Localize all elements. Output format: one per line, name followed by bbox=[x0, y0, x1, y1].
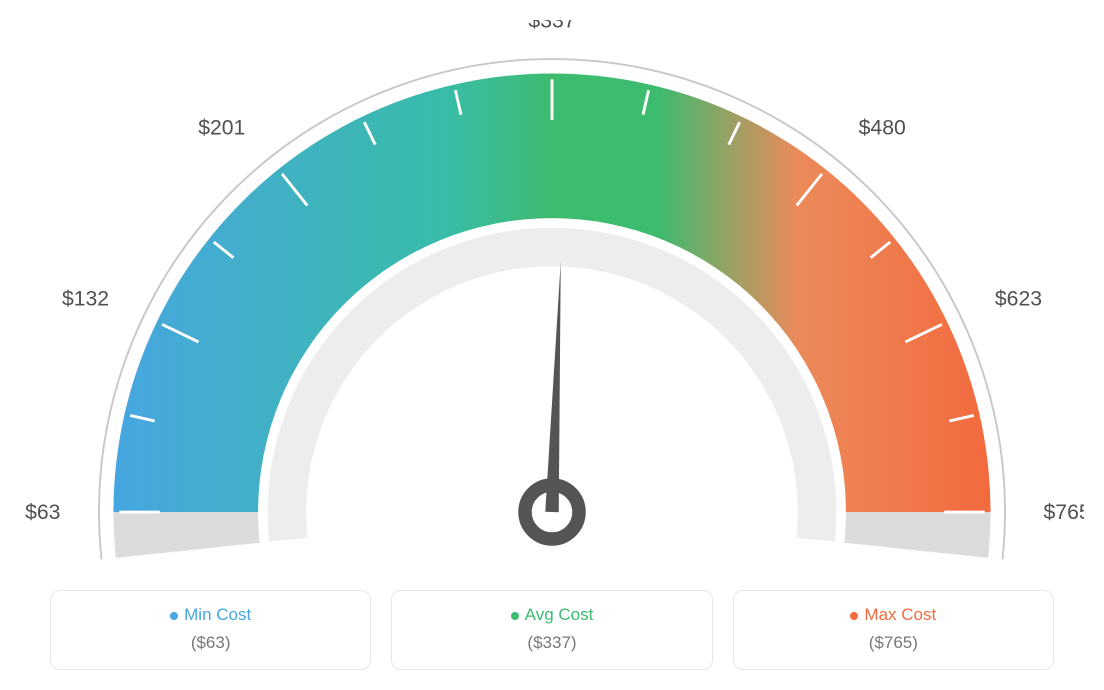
max-cost-label-text: Max Cost bbox=[864, 605, 936, 624]
min-cost-label: Min Cost bbox=[71, 605, 350, 625]
avg-cost-label-text: Avg Cost bbox=[525, 605, 594, 624]
min-cost-card: Min Cost ($63) bbox=[50, 590, 371, 670]
cost-gauge: $63 $132 $201 $337 $480 $623 $765 bbox=[20, 20, 1084, 580]
min-cost-label-text: Min Cost bbox=[184, 605, 251, 624]
max-cost-bullet bbox=[850, 612, 858, 620]
svg-text:$201: $201 bbox=[198, 117, 245, 140]
svg-text:$623: $623 bbox=[995, 288, 1042, 311]
svg-text:$480: $480 bbox=[859, 117, 906, 140]
min-cost-bullet bbox=[170, 612, 178, 620]
svg-text:$132: $132 bbox=[62, 288, 109, 311]
min-cost-value: ($63) bbox=[71, 633, 350, 653]
avg-cost-value: ($337) bbox=[412, 633, 691, 653]
max-cost-value: ($765) bbox=[754, 633, 1033, 653]
avg-cost-card: Avg Cost ($337) bbox=[391, 590, 712, 670]
cost-cards-row: Min Cost ($63) Avg Cost ($337) Max Cost … bbox=[20, 590, 1084, 670]
svg-text:$337: $337 bbox=[528, 20, 575, 32]
svg-text:$63: $63 bbox=[25, 501, 60, 524]
avg-cost-label: Avg Cost bbox=[412, 605, 691, 625]
avg-cost-bullet bbox=[511, 612, 519, 620]
max-cost-label: Max Cost bbox=[754, 605, 1033, 625]
svg-text:$765: $765 bbox=[1044, 501, 1084, 524]
max-cost-card: Max Cost ($765) bbox=[733, 590, 1054, 670]
